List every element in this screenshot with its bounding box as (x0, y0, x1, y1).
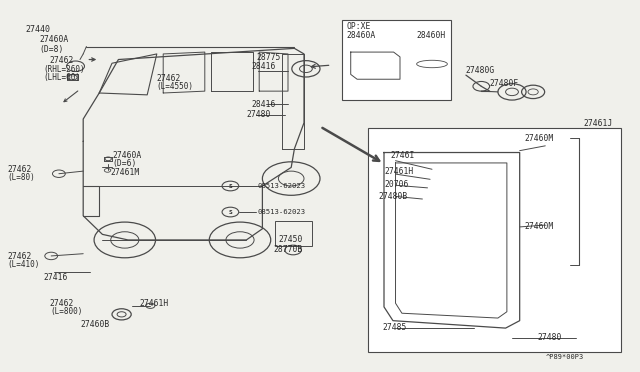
Text: 08513-62023: 08513-62023 (257, 183, 305, 189)
Text: (D=6): (D=6) (112, 159, 136, 168)
Text: 27460B: 27460B (80, 320, 109, 329)
Text: 27462: 27462 (157, 74, 181, 83)
Text: 27462: 27462 (50, 299, 74, 308)
Text: 27480: 27480 (538, 333, 562, 342)
Text: 27460M: 27460M (525, 222, 554, 231)
Text: 28770B: 28770B (274, 245, 303, 254)
Text: 27450: 27450 (278, 235, 303, 244)
Text: 27461H: 27461H (140, 299, 169, 308)
Text: 27462: 27462 (50, 56, 74, 65)
Text: 27461M: 27461M (111, 168, 140, 177)
Bar (342, 20, 451, 100)
Text: 27485: 27485 (383, 323, 407, 332)
Text: 27416: 27416 (44, 273, 68, 282)
Text: 27461J: 27461J (584, 119, 613, 128)
Text: ^P89*00P3: ^P89*00P3 (545, 354, 584, 360)
Text: (RHL=260): (RHL=260) (44, 65, 85, 74)
Text: 27480F: 27480F (490, 79, 519, 88)
Text: 27461H: 27461H (384, 167, 413, 176)
Bar (275, 221, 312, 246)
Text: 28460H: 28460H (416, 31, 445, 40)
Text: 27480G: 27480G (466, 66, 495, 75)
Text: 28460A: 28460A (347, 31, 376, 40)
Text: S: S (228, 209, 232, 215)
Text: 27440: 27440 (26, 25, 51, 34)
Text: S: S (228, 183, 232, 189)
Text: (L=80): (L=80) (8, 173, 35, 182)
Text: 08513-62023: 08513-62023 (257, 209, 305, 215)
Text: 27460M: 27460M (525, 134, 554, 143)
Text: 27460A: 27460A (112, 151, 141, 160)
Text: 27462: 27462 (8, 252, 32, 261)
Text: (L=4550): (L=4550) (157, 82, 194, 91)
Text: (L=410): (L=410) (8, 260, 40, 269)
Text: 27480: 27480 (246, 110, 271, 119)
Text: 27480B: 27480B (379, 192, 408, 201)
Text: 27460A: 27460A (40, 35, 69, 44)
Text: (L=800): (L=800) (50, 307, 83, 316)
Text: (D=8): (D=8) (40, 45, 64, 54)
Text: 27462: 27462 (8, 165, 32, 174)
Text: 28416: 28416 (252, 100, 276, 109)
Text: 28775: 28775 (256, 53, 280, 62)
Text: 28416: 28416 (252, 62, 276, 71)
Text: (LHL=60): (LHL=60) (44, 73, 81, 81)
Text: 20706: 20706 (384, 180, 408, 189)
Bar (368, 128, 621, 352)
Text: OP:XE: OP:XE (347, 22, 371, 31)
Text: 2746I: 2746I (390, 151, 415, 160)
